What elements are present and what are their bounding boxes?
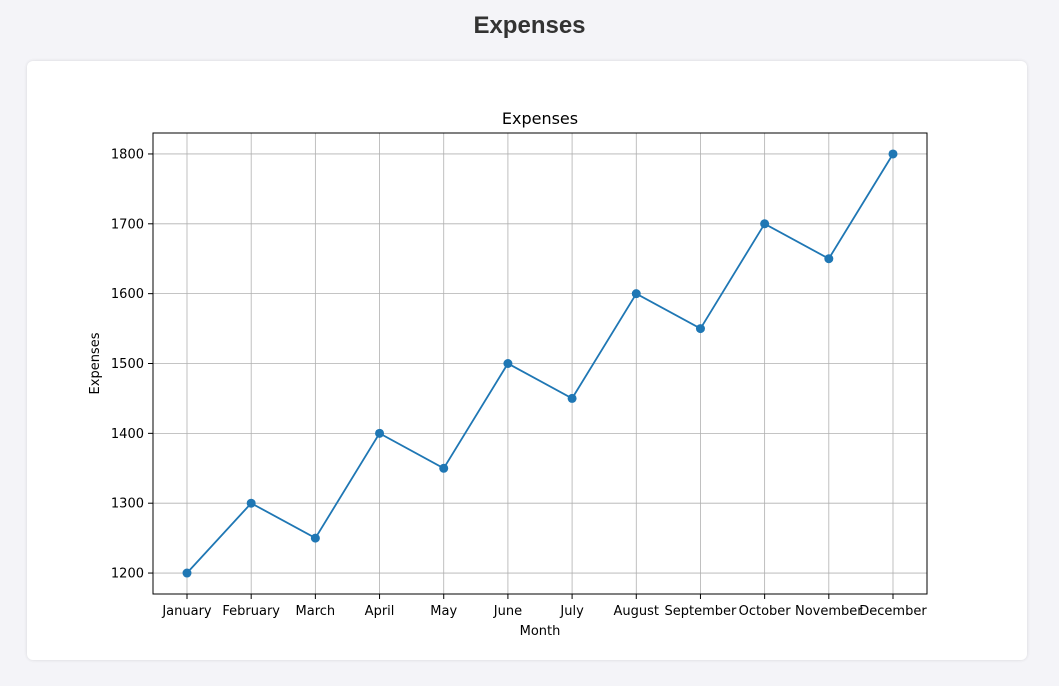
- data-point-february: [246, 498, 256, 508]
- y-tick-label: 1300: [111, 497, 144, 512]
- y-tick-label: 1700: [111, 217, 144, 232]
- data-point-october: [760, 219, 770, 229]
- y-axis-label: Expenses: [88, 332, 103, 394]
- y-tick-label: 1500: [111, 357, 144, 372]
- data-point-july: [567, 393, 577, 403]
- chart-title: Expenses: [502, 109, 578, 128]
- expenses-line-chart: 1200 1300 1400 1500 1600 1700 1800 January Febr…: [88, 109, 928, 639]
- data-point-august: [631, 289, 641, 299]
- x-axis-ticks: January February March April May June July Augu…: [161, 594, 927, 619]
- page-title: Expenses: [473, 12, 586, 39]
- grid-lines: [153, 133, 927, 594]
- y-axis-ticks: 1200 1300 1400 1500 1600 1700 1800: [111, 147, 153, 582]
- x-tick-label: June: [493, 604, 522, 619]
- data-point-november: [824, 254, 834, 264]
- x-tick-label: March: [296, 604, 336, 619]
- y-tick-label: 1600: [111, 287, 144, 302]
- data-point-april: [375, 428, 385, 438]
- chart-card: 1200 1300 1400 1500 1600 1700 1800 January Febr…: [27, 61, 1027, 660]
- x-tick-label: November: [795, 604, 863, 619]
- series-line: [186, 153, 894, 574]
- x-tick-label: August: [614, 604, 660, 619]
- y-tick-label: 1800: [111, 147, 144, 162]
- x-tick-label: October: [739, 604, 792, 619]
- x-tick-label: May: [430, 604, 457, 619]
- data-point-december: [888, 149, 898, 159]
- x-axis-label: Month: [520, 624, 561, 639]
- data-point-march: [310, 533, 320, 543]
- y-tick-label: 1200: [111, 567, 144, 582]
- data-point-january: [182, 568, 192, 578]
- y-tick-label: 1400: [111, 427, 144, 442]
- x-tick-label: December: [859, 604, 927, 619]
- series-markers: [182, 149, 898, 578]
- x-tick-label: July: [559, 604, 584, 619]
- data-point-may: [439, 463, 449, 473]
- x-tick-label: February: [222, 604, 280, 619]
- x-tick-label: September: [665, 604, 738, 619]
- x-tick-label: April: [365, 604, 395, 619]
- data-point-september: [695, 324, 705, 334]
- data-point-june: [503, 359, 513, 368]
- x-tick-label: January: [161, 604, 212, 619]
